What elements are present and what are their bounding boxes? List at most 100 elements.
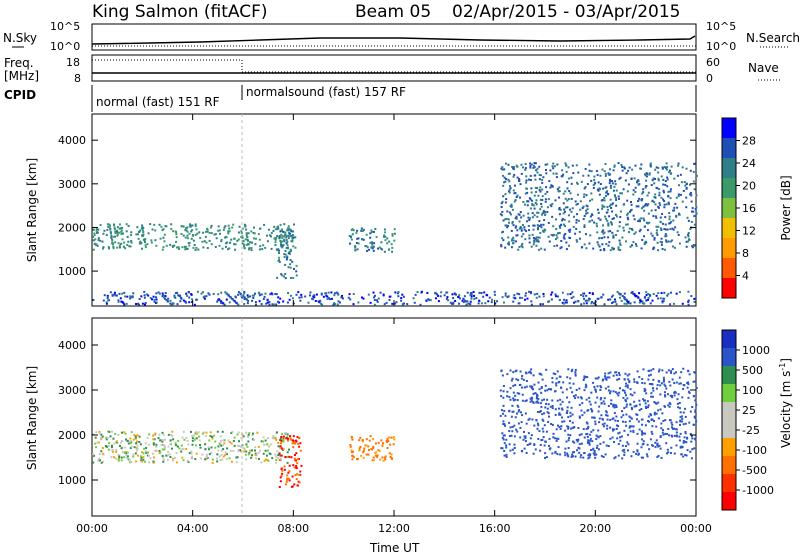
ytick-label: 3000 <box>58 178 86 191</box>
backscatter-cell <box>641 381 644 384</box>
backscatter-cell <box>143 296 146 299</box>
backscatter-cell <box>252 432 255 435</box>
backscatter-cell <box>521 414 524 417</box>
backscatter-cell <box>403 302 406 305</box>
backscatter-cell <box>604 387 607 390</box>
velocity-colorbar-swatches <box>722 330 736 511</box>
backscatter-cell <box>311 297 314 300</box>
backscatter-cell <box>647 191 650 194</box>
backscatter-cell <box>372 438 375 441</box>
backscatter-cell <box>270 232 273 235</box>
backscatter-cell <box>181 246 184 249</box>
backscatter-cell <box>236 433 239 436</box>
backscatter-cell <box>361 230 364 233</box>
backscatter-cell <box>514 192 517 195</box>
backscatter-cell <box>188 301 191 304</box>
backscatter-cell <box>508 430 511 433</box>
backscatter-cell <box>241 236 244 239</box>
backscatter-cell <box>122 301 125 304</box>
backscatter-cell <box>378 246 381 249</box>
backscatter-cell <box>522 200 525 203</box>
backscatter-cell <box>529 207 532 210</box>
backscatter-cell <box>678 376 681 379</box>
backscatter-cell <box>626 397 629 400</box>
backscatter-cell <box>520 227 523 230</box>
backscatter-cell <box>671 378 674 381</box>
backscatter-cell <box>232 223 235 226</box>
backscatter-cell <box>512 391 515 394</box>
backscatter-cell <box>175 233 178 236</box>
backscatter-cell <box>525 175 528 178</box>
backscatter-cell <box>671 239 674 242</box>
backscatter-cell <box>507 224 510 227</box>
backscatter-cell <box>589 433 592 436</box>
backscatter-cell <box>237 231 240 234</box>
colorbar-swatch <box>722 198 736 219</box>
backscatter-cell <box>161 439 164 442</box>
backscatter-cell <box>612 374 615 377</box>
backscatter-cell <box>108 442 111 445</box>
backscatter-cell <box>511 208 514 211</box>
backscatter-cell <box>219 458 222 461</box>
backscatter-cell <box>640 207 643 210</box>
backscatter-cell <box>113 235 116 238</box>
backscatter-cell <box>242 447 245 450</box>
backscatter-cell <box>659 297 662 300</box>
backscatter-cell <box>591 293 594 296</box>
backscatter-cell <box>289 258 292 261</box>
backscatter-cell <box>105 445 108 448</box>
backscatter-cell <box>530 303 533 306</box>
backscatter-cell <box>613 406 616 409</box>
backscatter-cell <box>228 457 231 460</box>
backscatter-cell <box>642 191 645 194</box>
backscatter-cell <box>148 433 151 436</box>
backscatter-cell <box>569 434 572 437</box>
backscatter-cell <box>632 450 635 453</box>
backscatter-cell <box>629 430 632 433</box>
backscatter-cell <box>569 411 572 414</box>
backscatter-cell <box>186 247 189 250</box>
backscatter-cell <box>588 456 591 459</box>
backscatter-cell <box>580 303 583 306</box>
backscatter-cell <box>291 240 294 243</box>
backscatter-cell <box>120 229 123 232</box>
backscatter-cell <box>691 437 694 440</box>
backscatter-cell <box>292 464 295 467</box>
colorbar-tick-label: 24 <box>742 157 756 170</box>
backscatter-cell <box>637 183 640 186</box>
backscatter-cell <box>665 235 668 238</box>
backscatter-cell <box>562 173 565 176</box>
backscatter-cell <box>537 397 540 400</box>
backscatter-cell <box>623 451 626 454</box>
backscatter-cell <box>512 224 515 227</box>
backscatter-cell <box>281 246 284 249</box>
backscatter-cell <box>647 374 650 377</box>
backscatter-cell <box>523 203 526 206</box>
backscatter-cell <box>617 162 620 165</box>
backscatter-cell <box>552 436 555 439</box>
backscatter-cell <box>575 239 578 242</box>
backscatter-cell <box>563 234 566 237</box>
backscatter-cell <box>288 252 291 255</box>
backscatter-cell <box>247 296 250 299</box>
backscatter-cell <box>583 243 586 246</box>
backscatter-cell <box>208 231 211 234</box>
backscatter-cell <box>666 185 669 188</box>
backscatter-cell <box>678 423 681 426</box>
backscatter-cell <box>352 293 355 296</box>
backscatter-cell <box>349 298 352 301</box>
backscatter-cell <box>632 431 635 434</box>
backscatter-cell <box>603 170 606 173</box>
backscatter-cell <box>106 296 109 299</box>
backscatter-cell <box>513 192 516 195</box>
backscatter-cell <box>284 233 287 236</box>
backscatter-cell <box>286 240 289 243</box>
backscatter-cell <box>295 459 298 462</box>
backscatter-cell <box>603 375 606 378</box>
backscatter-cell <box>578 416 581 419</box>
backscatter-cell <box>190 224 193 227</box>
backscatter-cell <box>204 235 207 238</box>
backscatter-cell <box>551 399 554 402</box>
backscatter-cell <box>372 445 375 448</box>
